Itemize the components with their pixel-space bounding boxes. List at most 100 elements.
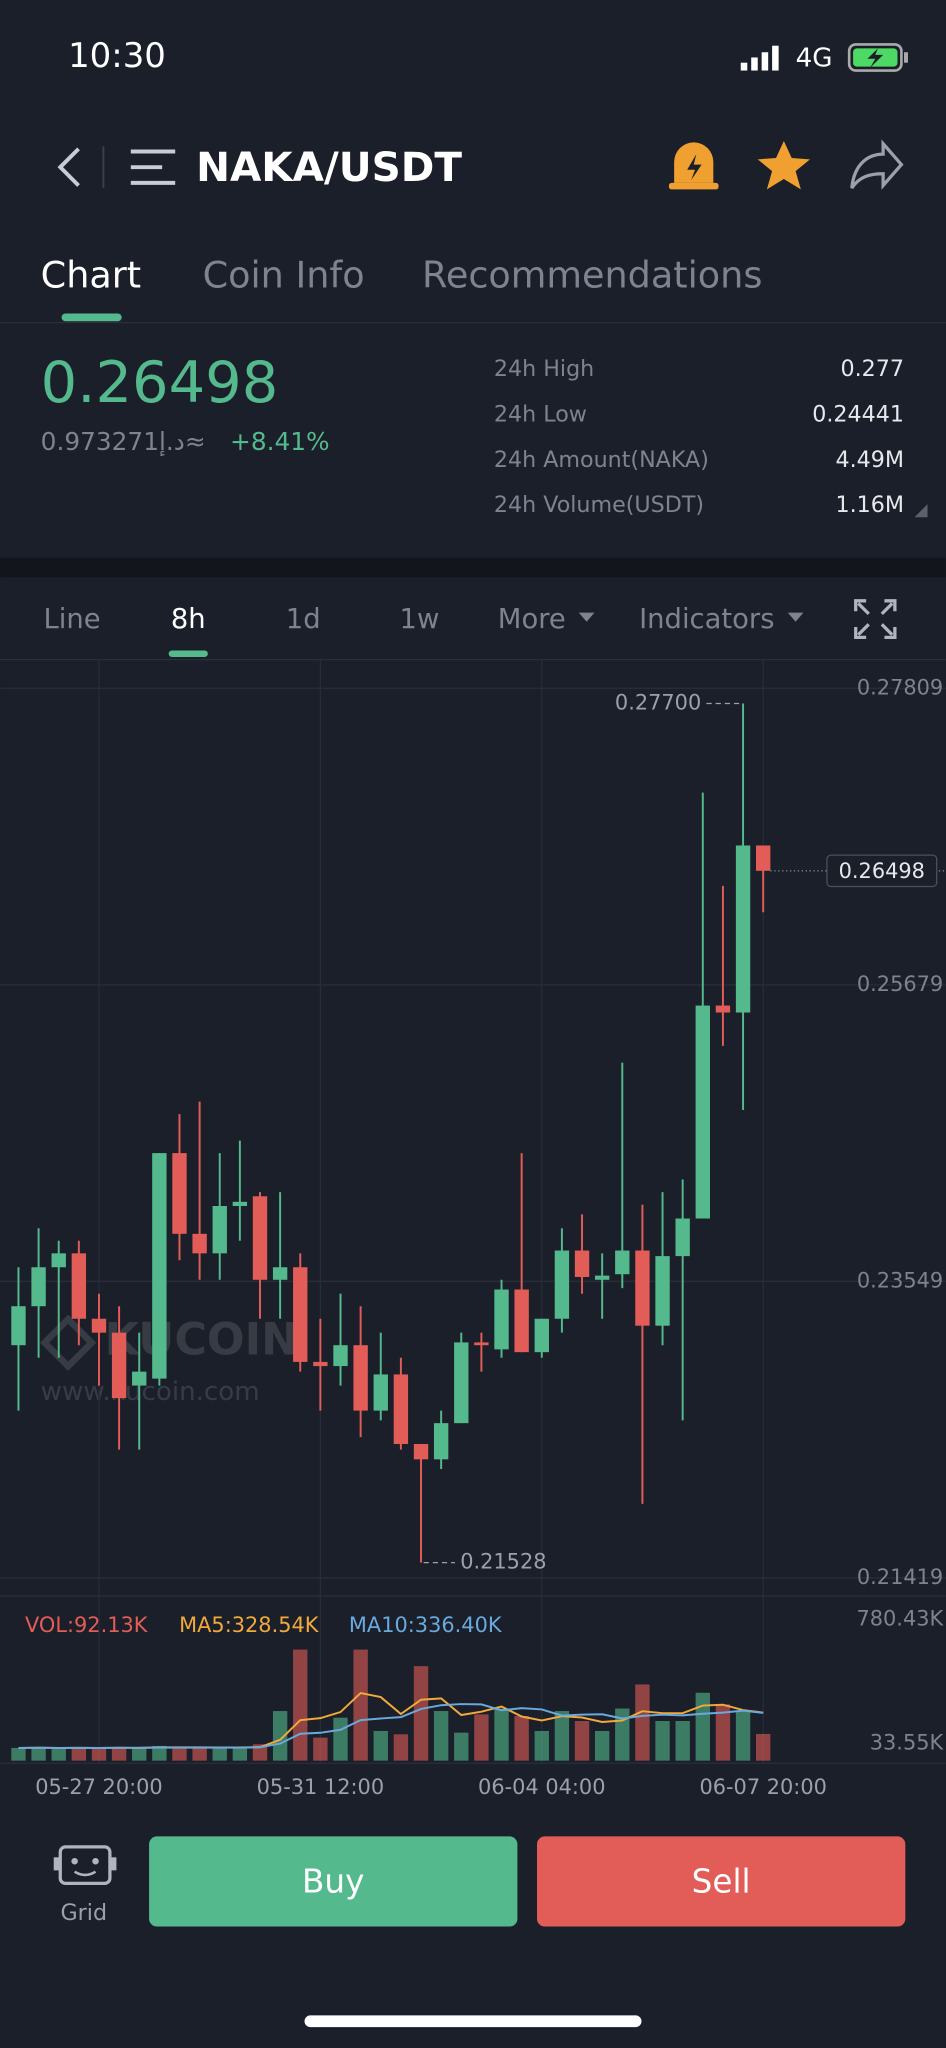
candle-body <box>554 1250 570 1319</box>
dropdown-arrow <box>578 612 595 622</box>
alert-button[interactable] <box>668 142 719 190</box>
fullscreen-button[interactable] <box>854 599 897 640</box>
stat-value: 4.49M <box>835 447 904 473</box>
candle-body <box>252 1196 268 1280</box>
volume-bar <box>272 1711 288 1761</box>
volume-bar <box>514 1716 529 1761</box>
volume-bar <box>31 1747 46 1761</box>
stats: 24h High 0.277 24h Low 0.24441 24h Amount(NA… <box>494 356 904 518</box>
candle-body <box>313 1361 328 1367</box>
candle-body <box>574 1250 590 1277</box>
signal-icon <box>740 45 779 71</box>
volume-bar <box>474 1714 489 1761</box>
stat-label: 24h Volume(USDT) <box>494 492 704 518</box>
volume-bar <box>675 1721 690 1761</box>
candle-body <box>91 1318 107 1333</box>
volume-bar <box>635 1684 650 1761</box>
back-button[interactable] <box>57 147 80 187</box>
x-tick-label: 06-07 20:00 <box>699 1775 826 1799</box>
volume-bar <box>433 1711 449 1761</box>
candle-body <box>755 845 771 871</box>
favorite-button[interactable] <box>757 141 810 190</box>
tab-indicator <box>61 313 122 322</box>
buy-button[interactable]: Buy <box>149 1836 518 1927</box>
candle-body <box>655 1256 670 1326</box>
price-change: +8.41% <box>230 427 330 456</box>
candle-body <box>132 1371 147 1386</box>
share-button[interactable] <box>850 139 904 190</box>
tab[interactable]: Coin Info <box>203 253 365 296</box>
volume-bar <box>755 1733 771 1761</box>
volume-bar <box>11 1747 26 1761</box>
volume-ma-line <box>18 1703 764 1749</box>
volume-bar <box>494 1708 509 1761</box>
menu-button[interactable] <box>130 149 176 185</box>
grid-label: Grid <box>60 1900 107 1926</box>
y-tick-label: 0.27809 <box>857 675 943 699</box>
status-time: 10:30 <box>68 36 166 76</box>
timeframe[interactable]: Indicators <box>639 604 774 635</box>
timeframe-indicator <box>168 650 208 657</box>
stat-label: 24h Amount(NAKA) <box>494 447 709 473</box>
candle-body <box>272 1267 288 1280</box>
timeframe[interactable]: More <box>498 604 566 635</box>
last-price-label: 0.26498 <box>839 859 925 883</box>
x-tick-label: 06-04 04:00 <box>478 1775 605 1799</box>
grid-button[interactable]: Grid <box>53 1845 117 1926</box>
volume-bar <box>353 1649 368 1761</box>
fiat-price: 0.973271د.إ≈ <box>41 427 206 457</box>
watermark-url: www.kucoin.com <box>41 1377 260 1407</box>
candle-body <box>433 1423 449 1460</box>
volume-bar <box>715 1704 731 1761</box>
volume-bar <box>413 1666 429 1761</box>
volume-bar <box>554 1711 570 1761</box>
tab[interactable]: Chart <box>41 253 141 296</box>
candle-body <box>172 1153 187 1234</box>
volume-legend: MA10:336.40K <box>349 1613 503 1637</box>
candle-body <box>594 1275 610 1280</box>
candle-body <box>212 1206 227 1254</box>
volume-bar <box>232 1748 248 1761</box>
candlestick-chart: 0.27809 0.25679 0.23549 0.21419 05-27 20:00 0… <box>0 659 946 1799</box>
volume-bar <box>594 1730 610 1761</box>
candle-body <box>413 1444 429 1460</box>
volume-bar <box>132 1747 147 1761</box>
candle-body <box>353 1345 368 1411</box>
stat-value: 0.24441 <box>812 401 904 427</box>
volume-bar <box>91 1748 107 1761</box>
stat-value: 0.277 <box>840 356 904 382</box>
tab[interactable]: Recommendations <box>422 253 762 296</box>
candle-body <box>695 1005 710 1219</box>
volume-bar <box>51 1748 66 1761</box>
timeframe[interactable]: Line <box>43 604 100 635</box>
candle-body <box>494 1289 509 1350</box>
y-tick-label: 0.21419 <box>857 1565 943 1589</box>
candle-body <box>715 1005 731 1013</box>
volume-bar <box>252 1744 268 1761</box>
volume-bar <box>152 1745 167 1761</box>
volume-tick-label: 780.43K <box>856 1607 944 1631</box>
candle-body <box>192 1233 207 1254</box>
candle-body <box>675 1218 690 1257</box>
tab-bar: Chart Coin Info Recommendations <box>41 253 763 296</box>
candle-body <box>373 1374 388 1411</box>
candle-body <box>635 1250 650 1326</box>
volume-bar <box>192 1747 207 1761</box>
volume-bar <box>313 1737 328 1761</box>
volume-bar <box>333 1717 348 1761</box>
y-tick-label: 0.23549 <box>857 1268 943 1292</box>
candle-body <box>393 1374 409 1445</box>
volume-bar <box>454 1732 469 1761</box>
timeframe[interactable]: 1d <box>286 604 321 635</box>
timeframe[interactable]: 8h <box>171 604 206 635</box>
x-tick-label: 05-31 12:00 <box>257 1775 384 1799</box>
timeframe[interactable]: 1w <box>400 604 440 635</box>
sell-button[interactable]: Sell <box>537 1836 906 1927</box>
candle-body <box>51 1253 66 1268</box>
candle-body <box>333 1345 348 1367</box>
timeframe-bar: Line 8h 1d 1w More Indicators <box>43 604 804 635</box>
volume-legend: MA5:328.54K <box>179 1613 320 1637</box>
stat-value: 1.16M <box>835 492 904 518</box>
last-price: 0.26498 <box>41 349 279 416</box>
